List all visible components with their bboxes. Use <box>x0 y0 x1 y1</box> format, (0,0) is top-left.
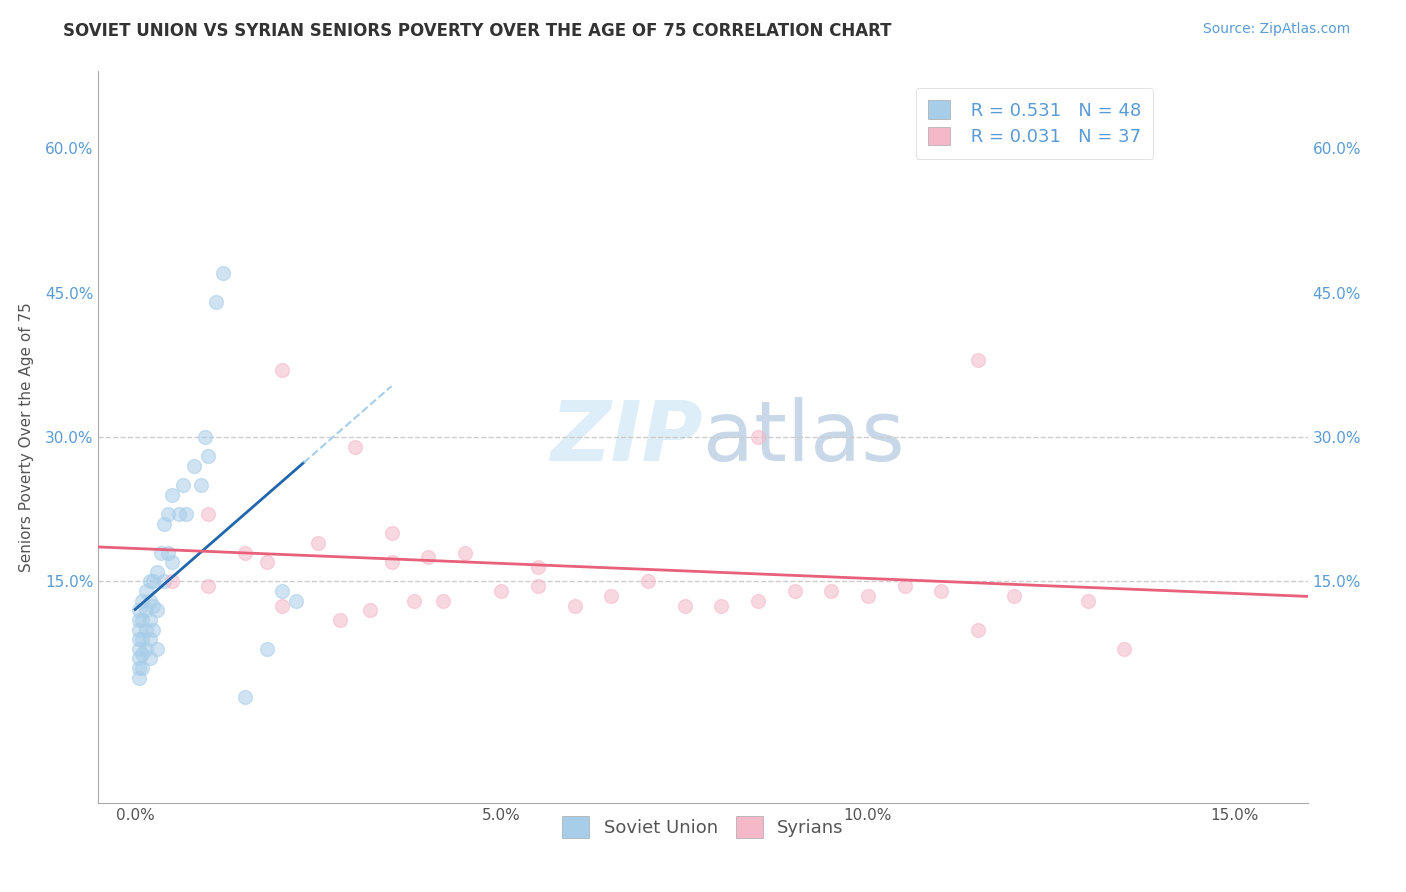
Point <box>128 661 150 675</box>
Point <box>710 599 733 613</box>
Point <box>153 574 176 589</box>
Point <box>176 507 198 521</box>
Point <box>135 584 157 599</box>
Point <box>893 579 915 593</box>
Point <box>929 584 952 599</box>
Point <box>131 632 153 647</box>
Point <box>190 478 212 492</box>
Point <box>966 623 988 637</box>
Point <box>197 507 219 521</box>
Text: Source: ZipAtlas.com: Source: ZipAtlas.com <box>1202 22 1350 37</box>
Point <box>380 526 402 541</box>
Point <box>329 613 352 627</box>
Point <box>747 430 769 444</box>
Point <box>153 516 176 531</box>
Point <box>128 632 150 647</box>
Text: ZIP: ZIP <box>550 397 703 477</box>
Point <box>270 599 292 613</box>
Point <box>142 574 165 589</box>
Point <box>491 584 513 599</box>
Point <box>131 661 153 675</box>
Point <box>160 574 183 589</box>
Point <box>600 589 623 603</box>
Point <box>138 593 160 607</box>
Legend: Soviet Union, Syrians: Soviet Union, Syrians <box>555 808 851 845</box>
Point <box>128 613 150 627</box>
Point <box>172 478 194 492</box>
Point <box>138 632 160 647</box>
Point <box>307 536 329 550</box>
Point <box>380 555 402 569</box>
Point <box>673 599 696 613</box>
Point <box>149 545 172 559</box>
Point <box>128 671 150 685</box>
Point <box>138 651 160 665</box>
Point <box>197 450 219 464</box>
Point <box>142 623 165 637</box>
Point <box>204 295 226 310</box>
Point <box>256 641 278 656</box>
Text: SOVIET UNION VS SYRIAN SENIORS POVERTY OVER THE AGE OF 75 CORRELATION CHART: SOVIET UNION VS SYRIAN SENIORS POVERTY O… <box>63 22 891 40</box>
Point <box>135 623 157 637</box>
Point <box>343 440 366 454</box>
Point <box>167 507 190 521</box>
Point <box>212 267 235 281</box>
Point <box>1004 589 1026 603</box>
Point <box>138 613 160 627</box>
Point <box>157 545 180 559</box>
Point <box>128 651 150 665</box>
Point <box>194 430 217 444</box>
Point <box>128 641 150 656</box>
Point <box>128 623 150 637</box>
Point <box>270 584 292 599</box>
Point <box>128 603 150 617</box>
Point <box>966 353 988 368</box>
Point <box>564 599 586 613</box>
Point <box>270 362 292 376</box>
Point <box>527 579 550 593</box>
Point <box>233 690 256 704</box>
Point <box>783 584 806 599</box>
Point <box>160 488 183 502</box>
Y-axis label: Seniors Poverty Over the Age of 75: Seniors Poverty Over the Age of 75 <box>18 302 34 572</box>
Point <box>135 641 157 656</box>
Point <box>138 574 160 589</box>
Point <box>142 599 165 613</box>
Point <box>285 593 308 607</box>
Point <box>418 550 440 565</box>
Point <box>146 641 169 656</box>
Point <box>359 603 381 617</box>
Point <box>637 574 659 589</box>
Point <box>454 545 477 559</box>
Point <box>820 584 842 599</box>
Point <box>157 507 180 521</box>
Point <box>131 647 153 661</box>
Point <box>747 593 769 607</box>
Text: atlas: atlas <box>703 397 904 477</box>
Point <box>146 603 169 617</box>
Point <box>856 589 879 603</box>
Point <box>135 603 157 617</box>
Point <box>146 565 169 579</box>
Point <box>131 613 153 627</box>
Point <box>131 593 153 607</box>
Point <box>527 560 550 574</box>
Point <box>1077 593 1099 607</box>
Point <box>183 458 205 473</box>
Point <box>256 555 278 569</box>
Point <box>160 555 183 569</box>
Point <box>432 593 454 607</box>
Point <box>402 593 425 607</box>
Point <box>197 579 219 593</box>
Point <box>1114 641 1136 656</box>
Point <box>233 545 256 559</box>
